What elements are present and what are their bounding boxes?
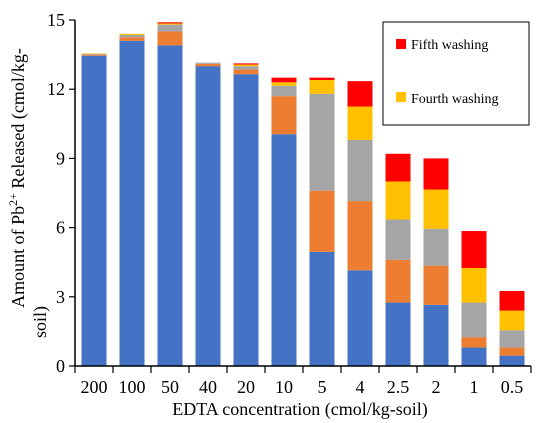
legend-swatch-fourth-washing [396,92,406,102]
bar-segment-s4-0.5 [499,291,525,311]
bar-segment-w3-10 [271,85,297,97]
bar-segment-w1-200 [81,55,107,366]
bar-segment-w1-4 [347,270,373,366]
bar-segment-s4-2.5 [385,153,411,182]
legend-label-fourth-washing: Fourth washing [411,92,499,107]
x-tick-label-20: 20 [237,377,255,397]
bar-segment-s4-20 [233,63,259,65]
y-tick-label-12: 12 [47,79,65,99]
bar-segment-s4-5 [309,77,335,80]
x-ticks-group: 200 100 50 40 20 10 5 4 2.5 2 1 0.5 [74,366,532,397]
y-axis-title-line2: soil) [30,306,51,338]
bar-segment-s3-1 [461,267,487,303]
y-tick-label-9: 9 [56,148,65,168]
bar-segment-w2-2 [423,265,449,305]
bar-segment-w3-20 [233,66,259,70]
bar-segment-w3-4 [347,139,373,202]
bar-segment-s3-0.5 [499,310,525,331]
bar-segment-w1-100 [119,40,145,366]
bar-segment-w1-5 [309,251,335,366]
x-tick-label-50: 50 [161,377,179,397]
x-tick-label-4: 4 [356,377,365,397]
legend-label-fifth-washing: Fifth washing [411,38,488,53]
bar-segment-w3-0.5 [499,330,525,348]
bar-segment-w2-1 [461,337,487,348]
bar-segment-s3-20 [233,64,259,67]
y-axis-title-pre: Amount of Pb [8,206,28,308]
x-tick-label-5: 5 [318,377,327,397]
x-tick-label-0.5: 0.5 [501,377,524,397]
bar-segment-s3-100 [119,33,145,35]
bar-segment-s3-10 [271,82,297,86]
bar-segment-s4-4 [347,81,373,107]
legend-swatch-fifth-washing [396,39,406,49]
bar-segment-s3-2.5 [385,181,411,220]
bar-segment-s4-50 [157,22,183,24]
y-tick-label-15: 15 [47,10,65,30]
y-ticks-group: 0 3 6 9 12 15 [47,10,75,376]
y-tick-label-6: 6 [56,218,65,238]
bar-segment-w2-10 [271,96,297,135]
bar-segment-w1-2.5 [385,302,411,366]
bar-segment-w3-100 [119,34,145,38]
bar-segment-w3-40 [195,62,221,64]
bar-segment-w3-200 [81,53,107,55]
bars-group [81,22,525,367]
bar-segment-w2-0.5 [499,347,525,356]
x-axis-title: EDTA concentration (cmol/kg-soil) [172,399,428,420]
x-tick-label-10: 10 [275,377,293,397]
bar-segment-w3-50 [157,24,183,32]
bar-segment-w3-1 [461,302,487,338]
bar-segment-w2-100 [119,37,145,41]
y-tick-label-0: 0 [56,356,65,376]
bar-segment-w1-50 [157,45,183,367]
bar-segment-s3-4 [347,106,373,140]
x-tick-label-1: 1 [470,377,479,397]
bar-segment-w1-20 [233,74,259,367]
bar-segment-w3-2.5 [385,219,411,260]
x-tick-label-200: 200 [81,377,108,397]
bar-segment-w1-10 [271,134,297,366]
bar-segment-w2-200 [81,54,107,56]
legend-box [382,21,530,126]
bar-segment-w2-20 [233,69,259,75]
x-tick-label-2: 2 [432,377,441,397]
y-axis-title-line1: Amount of Pb2+ Released (cmol/kg- [6,48,29,308]
bar-segment-w2-2.5 [385,259,411,303]
bar-segment-w1-2 [423,304,449,366]
y-axis-title-post: Released (cmol/kg- [8,48,29,193]
bar-segment-s3-50 [157,23,183,25]
bar-segment-w1-0.5 [499,355,525,366]
y-tick-label-3: 3 [56,287,65,307]
bar-segment-w1-40 [195,66,221,366]
bar-segment-w2-4 [347,201,373,271]
bar-segment-s4-1 [461,231,487,268]
bar-segment-w3-2 [423,228,449,266]
bar-segment-s3-2 [423,189,449,229]
bar-segment-s4-2 [423,158,449,190]
bar-segment-s3-5 [309,79,335,94]
bar-segment-w2-5 [309,190,335,252]
x-tick-label-40: 40 [199,377,217,397]
bar-segment-w2-50 [157,31,183,46]
bar-segment-w2-40 [195,63,221,67]
x-tick-label-2.5: 2.5 [387,377,410,397]
legend: Fifth washing Fourth washing [382,21,530,126]
bar-segment-w3-5 [309,93,335,191]
y-axis-title-sup: 2+ [6,193,20,206]
bar-segment-s4-10 [271,77,297,83]
x-tick-label-100: 100 [119,377,146,397]
bar-segment-w1-1 [461,347,487,366]
